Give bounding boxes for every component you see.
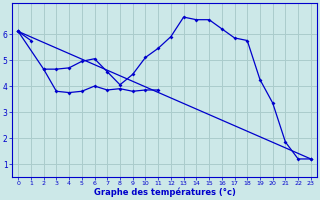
X-axis label: Graphe des températures (°c): Graphe des températures (°c) — [93, 188, 236, 197]
